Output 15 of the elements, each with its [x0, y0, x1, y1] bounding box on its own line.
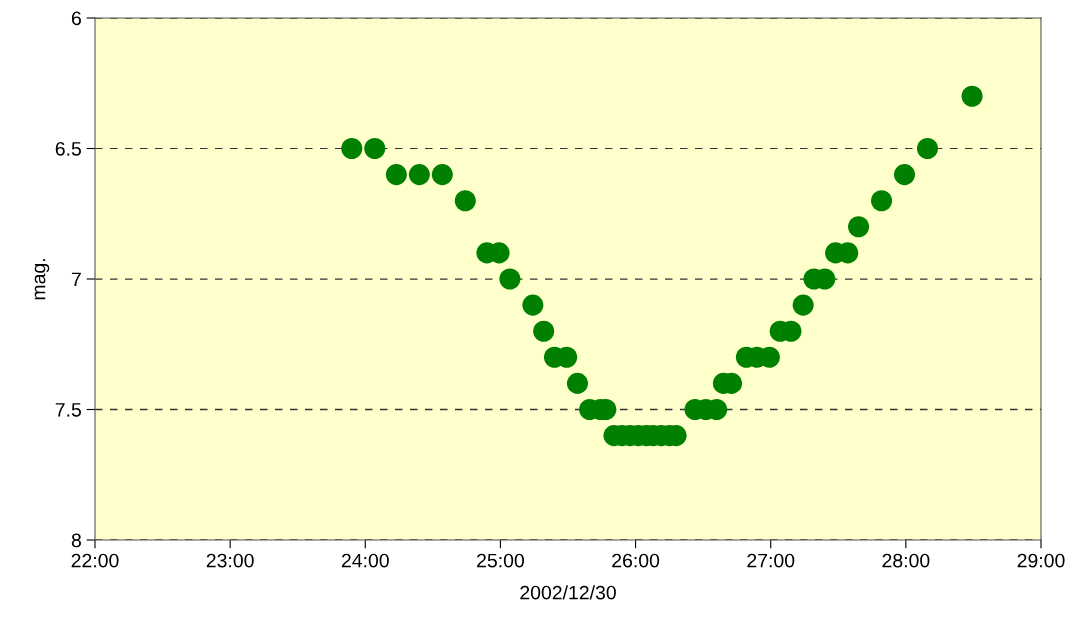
y-tick-label: 7 [71, 272, 81, 287]
x-tick-label: 24:00 [341, 553, 389, 568]
x-tick-label: 26:00 [612, 553, 660, 568]
y-tick-label: 6.5 [55, 141, 81, 156]
x-tick-label: 22:00 [71, 553, 119, 568]
y-axis-title: mag. [34, 259, 50, 300]
x-tick-label: 29:00 [1017, 553, 1065, 568]
x-tick-label: 25:00 [477, 553, 524, 568]
y-tick-label: 6 [71, 11, 81, 26]
x-axis-title: 2002/12/30 [520, 585, 616, 600]
y-tick-label: 7.5 [55, 403, 81, 417]
y-tick-label: 8 [71, 533, 81, 548]
x-tick-label: 28:00 [882, 553, 930, 568]
x-tick-label: 23:00 [206, 553, 254, 568]
x-tick-label: 27:00 [747, 553, 795, 568]
